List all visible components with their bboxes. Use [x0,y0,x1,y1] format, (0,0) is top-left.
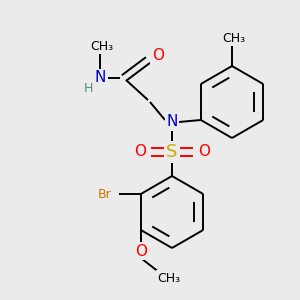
Text: O: O [152,47,164,62]
Text: O: O [134,145,146,160]
Text: CH₃: CH₃ [157,272,180,284]
Text: O: O [198,145,210,160]
Text: CH₃: CH₃ [90,40,114,52]
Text: Br: Br [98,188,112,200]
Text: O: O [135,244,147,259]
Text: S: S [166,143,178,161]
Text: N: N [94,70,106,86]
Text: N: N [166,115,178,130]
Text: H: H [83,82,93,94]
Text: CH₃: CH₃ [222,32,246,44]
